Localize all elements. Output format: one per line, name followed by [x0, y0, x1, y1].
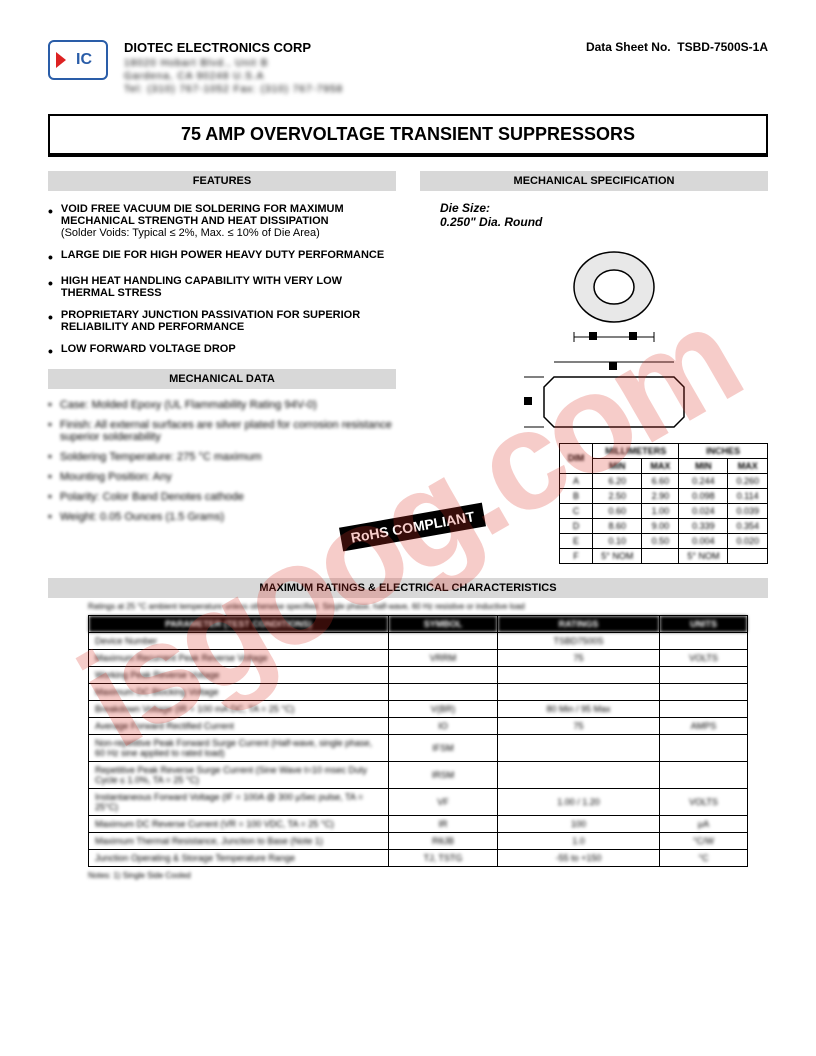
- mech-data-item: Weight: 0.05 Ounces (1.5 Grams): [48, 511, 396, 523]
- mech-data-header: MECHANICAL DATA: [48, 369, 396, 389]
- feature-item: LARGE DIE FOR HIGH POWER HEAVY DUTY PERF…: [48, 249, 396, 265]
- datasheet-number: Data Sheet No. TSBD-7500S-1A: [586, 40, 768, 54]
- company-name: DIOTEC ELECTRONICS CORP: [124, 40, 343, 57]
- footnote: Notes: 1) Single Side Cooled: [88, 871, 768, 880]
- ratings-header: MAXIMUM RATINGS & ELECTRICAL CHARACTERIS…: [48, 578, 768, 598]
- address-2: Gardena, CA 90248 U.S.A: [124, 70, 343, 83]
- feature-item: PROPRIETARY JUNCTION PASSIVATION FOR SUP…: [48, 309, 396, 333]
- address-1: 18020 Hobart Blvd., Unit B: [124, 57, 343, 70]
- mechanical-diagram: [420, 237, 768, 437]
- ratings-note: Ratings at 25 °C ambient temperature unl…: [88, 602, 768, 611]
- mech-data-item: Case: Molded Epoxy (UL Flammability Rati…: [48, 399, 396, 411]
- features-list: VOID FREE VACUUM DIE SOLDERING FOR MAXIM…: [48, 203, 396, 359]
- features-header: FEATURES: [48, 171, 396, 191]
- mech-data-item: Mounting Position: Any: [48, 471, 396, 483]
- feature-item: LOW FORWARD VOLTAGE DROP: [48, 343, 396, 359]
- dimension-table: DIMMILLIMETERSINCHESMINMAXMINMAXA6.206.6…: [559, 443, 768, 564]
- mech-data-item: Finish: All external surfaces are silver…: [48, 419, 396, 443]
- page-title: 75 AMP OVERVOLTAGE TRANSIENT SUPPRESSORS: [48, 114, 768, 157]
- company-info: DIOTEC ELECTRONICS CORP 18020 Hobart Blv…: [124, 40, 343, 96]
- mech-data-item: Soldering Temperature: 275 °C maximum: [48, 451, 396, 463]
- die-size: Die Size: 0.250" Dia. Round: [440, 201, 768, 229]
- header: IC DIOTEC ELECTRONICS CORP 18020 Hobart …: [48, 40, 768, 96]
- ratings-table: PARAMETER (TEST CONDITIONS)SYMBOLRATINGS…: [88, 615, 748, 867]
- mech-data-list: Case: Molded Epoxy (UL Flammability Rati…: [48, 399, 396, 523]
- feature-item: HIGH HEAT HANDLING CAPABILITY WITH VERY …: [48, 275, 396, 299]
- features-column: FEATURES VOID FREE VACUUM DIE SOLDERING …: [48, 171, 396, 564]
- mech-spec-header: MECHANICAL SPECIFICATION: [420, 171, 768, 191]
- mech-data-item: Polarity: Color Band Denotes cathode: [48, 491, 396, 503]
- company-logo: IC: [48, 40, 108, 80]
- contact: Tel: (310) 767-1052 Fax: (310) 767-7958: [124, 83, 343, 96]
- feature-item: VOID FREE VACUUM DIE SOLDERING FOR MAXIM…: [48, 203, 396, 239]
